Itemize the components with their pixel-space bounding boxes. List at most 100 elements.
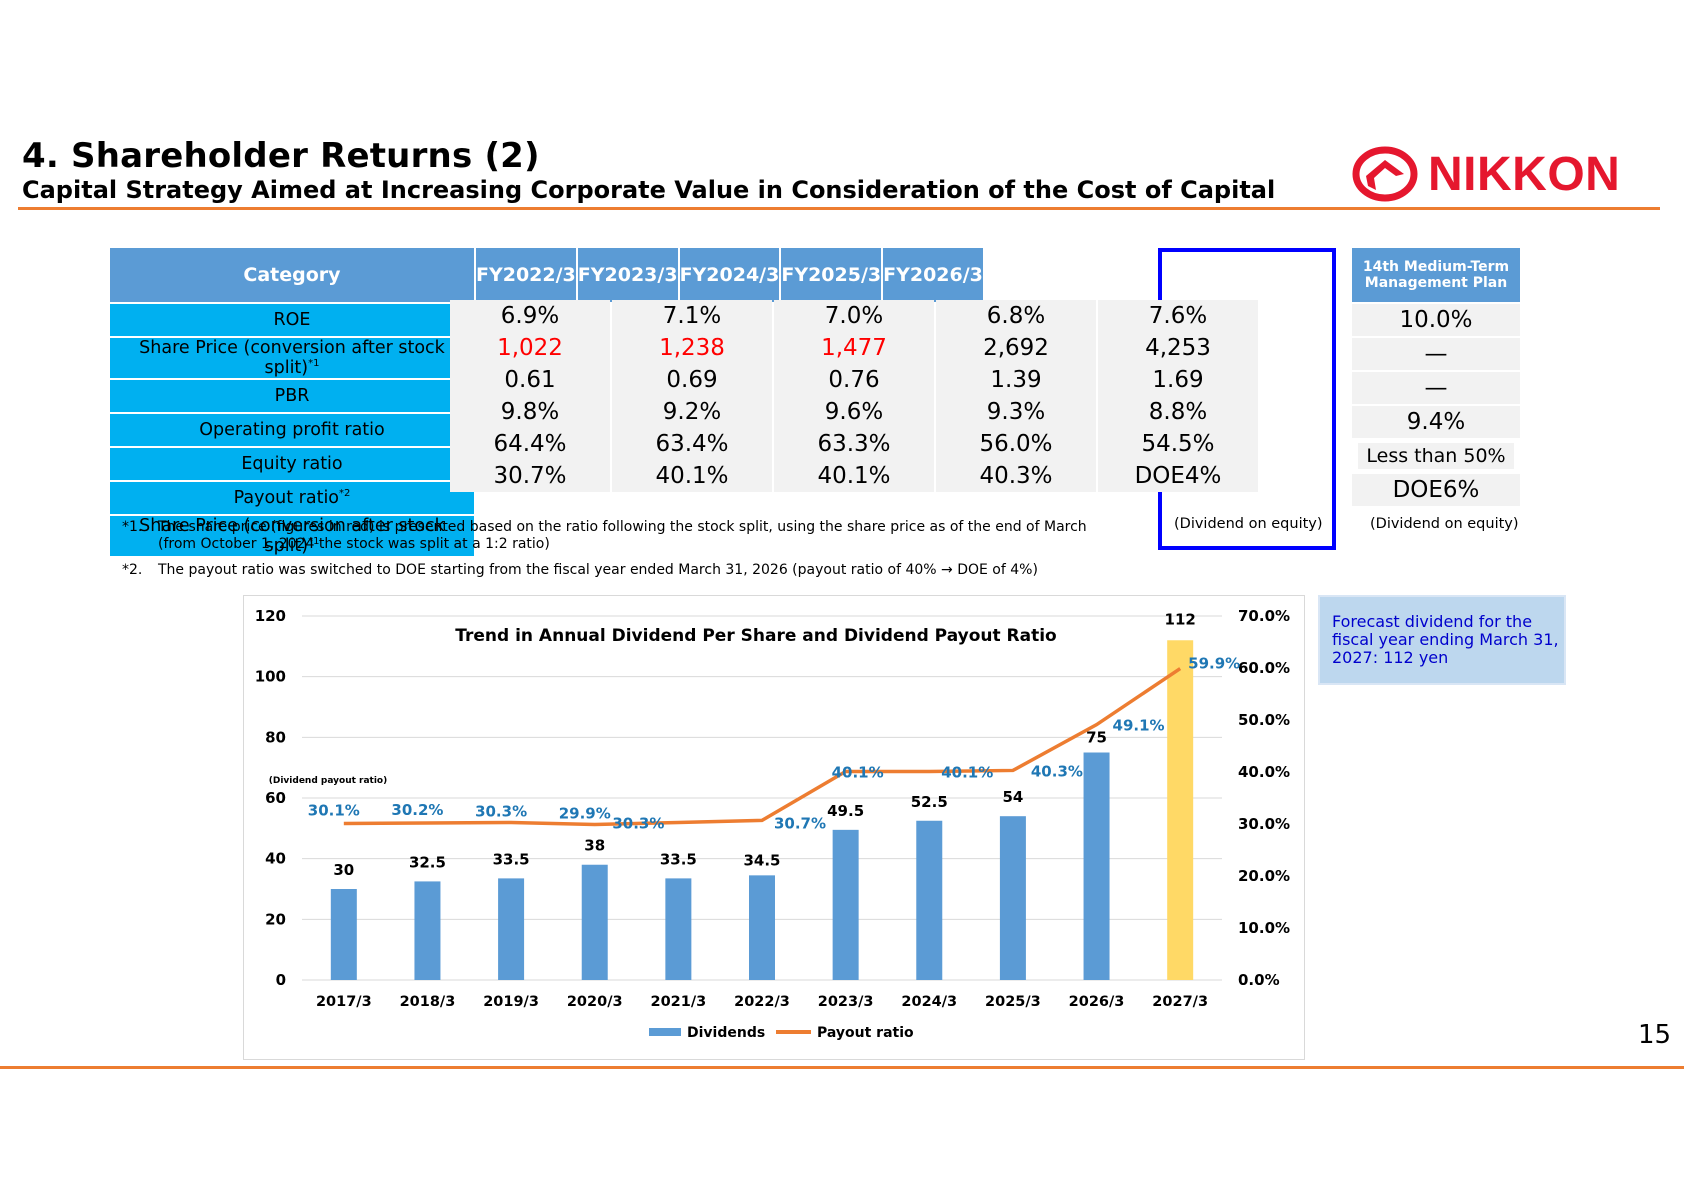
year-header: FY2026/3 — [883, 248, 983, 302]
row-label-text: ROE — [273, 310, 311, 330]
row-label: Operating profit ratio — [110, 414, 474, 446]
bar-value-label: 32.5 — [409, 853, 446, 871]
dividend-bar — [916, 820, 943, 980]
footnote-ref: *1 — [308, 358, 320, 370]
table-cell: 0.76 — [774, 364, 934, 396]
table-cell: 6.8% — [936, 300, 1096, 332]
y2-tick-label: 50.0% — [1238, 711, 1290, 729]
row-label: Payout ratio*2 — [110, 482, 474, 514]
y-tick-label: 100 — [255, 668, 286, 686]
dividend-bar — [1167, 640, 1194, 980]
doe-note: (Dividend on equity) — [1370, 516, 1519, 532]
table-cell: 0.61 — [450, 364, 610, 396]
table-row: Share Price (conversion after stock spli… — [110, 516, 983, 556]
bar-value-label: 54 — [1002, 788, 1023, 806]
page-number: 15 — [1638, 1020, 1672, 1050]
y2-axis-label: (Dividend payout ratio) — [269, 776, 387, 786]
plan-cell: 9.4% — [1352, 406, 1520, 438]
chart-svg: 0 20 40 60 80 100 120 0.0% 10.0% 20.0% 30.0% 40.0% 5… — [255, 607, 1290, 1041]
plan-cell: DOE6% — [1352, 474, 1520, 506]
x-tick-label: 2024/3 — [901, 994, 957, 1010]
row-label-text: PBR — [274, 386, 310, 406]
dividend-bar — [581, 864, 608, 980]
table-cell: 1,477 — [774, 332, 934, 364]
category-header: Category — [110, 248, 474, 302]
x-tick-label: 2020/3 — [567, 994, 623, 1010]
x-tick-label: 2019/3 — [483, 994, 539, 1010]
y2-tick-label: 30.0% — [1238, 815, 1290, 833]
y-tick-label: 40 — [265, 850, 286, 868]
table-cell: 2,692 — [936, 332, 1096, 364]
footnote-label: *2. — [122, 562, 143, 578]
dividend-bar — [414, 881, 441, 980]
table-cell: 4,253 — [1098, 332, 1258, 364]
chart-title: Trend in Annual Dividend Per Share and D… — [455, 626, 1057, 646]
table-cell: 9.8% — [450, 396, 610, 428]
payout-ratio-label: 40.1% — [832, 763, 884, 781]
row-label-text: Share Price (conversion after stock spli… — [139, 338, 445, 378]
footnote-2: *2. The payout ratio was switched to DOE … — [122, 562, 1038, 579]
bar-value-label: 34.5 — [743, 851, 780, 869]
table-row: Equity ratio — [110, 448, 983, 480]
table-cell: DOE4% — [1098, 460, 1258, 492]
nikkon-logo-icon — [1352, 146, 1418, 202]
table-cell: 40.1% — [774, 460, 934, 492]
year-header: FY2025/3 — [781, 248, 882, 302]
table-cell: 7.0% — [774, 300, 934, 332]
footnote-text: (from October 1, 2024 the stock was spli… — [158, 536, 550, 552]
row-label-text: Share Price (conversion after stock spli… — [139, 516, 445, 556]
payout-ratio-line — [343, 667, 1182, 827]
table-cell: 54.5% — [1098, 428, 1258, 460]
footnote-ref: *2 — [339, 488, 351, 500]
payout-ratio-label: 29.9% — [559, 805, 611, 823]
payout-ratio-label: 49.1% — [1113, 717, 1165, 735]
dividend-bar — [330, 889, 357, 980]
table-cell: 9.6% — [774, 396, 934, 428]
x-tick-label: 2018/3 — [400, 994, 456, 1010]
bar-value-label: 30 — [333, 861, 354, 879]
table-cell: 6.9% — [450, 300, 610, 332]
header-divider — [18, 207, 1660, 210]
y-tick-label: 20 — [265, 910, 286, 928]
plan-cell: — — [1352, 338, 1520, 370]
bar-value-label: 52.5 — [911, 793, 948, 811]
table-row: Payout ratio*2 — [110, 482, 983, 514]
plan-cell-text: Less than 50% — [1358, 443, 1514, 469]
legend-swatch-dividends — [649, 1028, 681, 1036]
x-tick-label: 2022/3 — [734, 994, 790, 1010]
footer-divider — [0, 1066, 1684, 1069]
y2-tick-label: 20.0% — [1238, 867, 1290, 885]
y-tick-label: 60 — [265, 789, 286, 807]
table-header-row: Category FY2022/3 FY2023/3 FY2024/3 FY20… — [110, 248, 983, 302]
footnote-text: The share price (figures in red) is pres… — [158, 519, 1087, 535]
table-cell: 7.1% — [612, 300, 772, 332]
payout-ratio-label: 59.9% — [1188, 655, 1240, 673]
bar-value-label: 49.5 — [827, 802, 864, 820]
row-label: Share Price (conversion after stock spli… — [110, 338, 474, 378]
logo-text: NIKKON — [1428, 147, 1621, 201]
bar-value-label: 33.5 — [660, 850, 697, 868]
plan-cell: Less than 50% — [1352, 440, 1520, 472]
plan-cell: 10.0% — [1352, 304, 1520, 336]
y-tick-label: 0 — [276, 971, 286, 989]
table-cell: 9.2% — [612, 396, 772, 428]
dividend-bar — [665, 878, 692, 980]
y2-tick-label: 60.0% — [1238, 659, 1290, 677]
x-tick-label: 2026/3 — [1069, 994, 1125, 1010]
row-label: Share Price (conversion after stock spli… — [110, 516, 474, 556]
payout-ratio-label: 30.3% — [612, 814, 664, 832]
metrics-table: Category FY2022/3 FY2023/3 FY2024/3 FY20… — [108, 246, 985, 558]
table-cell: 0.69 — [612, 364, 772, 396]
y2-tick-label: 70.0% — [1238, 607, 1290, 625]
bar-value-label: 112 — [1165, 610, 1196, 628]
table-row: Share Price (conversion after stock spli… — [110, 338, 983, 378]
table-cell: 8.8% — [1098, 396, 1258, 428]
row-label: Equity ratio — [110, 448, 474, 480]
table-cell: 1,238 — [612, 332, 772, 364]
row-label: PBR — [110, 380, 474, 412]
y2-tick-label: 40.0% — [1238, 763, 1290, 781]
doe-note: (Dividend on equity) — [1174, 516, 1323, 532]
bar-value-label: 33.5 — [493, 850, 530, 868]
payout-ratio-label: 30.7% — [774, 814, 826, 832]
table-cell: 9.3% — [936, 396, 1096, 428]
